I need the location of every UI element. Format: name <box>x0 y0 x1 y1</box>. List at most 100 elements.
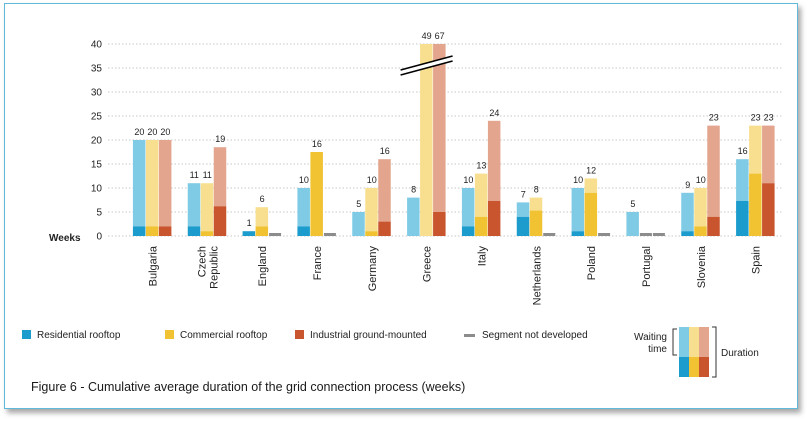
legend-key-res-base <box>679 357 689 377</box>
bar-waiting-commercial-rooftop <box>365 188 378 232</box>
legend: Residential rooftop Commercial rooftop I… <box>22 326 759 378</box>
category-label-group: Germany <box>367 246 379 292</box>
category-label: Spain <box>751 246 763 274</box>
category-label: Greece <box>422 246 434 282</box>
bar-waiting-commercial-rooftop <box>749 125 762 174</box>
category-label-group: Greece <box>422 246 434 282</box>
bar-base-industrial-ground-mounted <box>487 200 501 236</box>
data-label: 8 <box>411 185 416 195</box>
bar-waiting-industrial-ground-mounted <box>158 140 172 227</box>
bar-base-residential-rooftop <box>132 226 146 236</box>
data-label: 16 <box>738 146 748 156</box>
category-label-group: England <box>257 246 269 286</box>
bar-waiting-commercial-rooftop <box>584 178 598 193</box>
bar-base-residential-rooftop <box>461 226 475 236</box>
category-label: France <box>312 246 324 280</box>
bar-not-developed <box>269 233 282 236</box>
data-label: 7 <box>521 189 526 199</box>
category-label: Czech <box>196 246 208 277</box>
bar-base-industrial-ground-mounted <box>707 216 720 236</box>
data-label: 16 <box>380 146 390 156</box>
bar-base-industrial-ground-mounted <box>213 206 227 236</box>
legend-key-ind-wait <box>699 327 709 357</box>
category-label: Republic <box>208 246 220 289</box>
data-label: 11 <box>190 170 199 180</box>
bar-base-industrial-ground-mounted <box>378 221 391 236</box>
bar-waiting-industrial-ground-mounted <box>378 159 391 222</box>
legend-waiting-bracket <box>672 328 677 356</box>
legend-key-com-base <box>689 357 699 377</box>
y-tick-label: 15 <box>91 160 103 171</box>
legend-label-commercial: Commercial rooftop <box>180 330 268 341</box>
legend-key-ind-base <box>699 357 709 377</box>
bar-waiting-residential-rooftop <box>352 212 365 236</box>
bar-not-developed <box>639 233 652 236</box>
legend-time-label: time <box>648 344 667 355</box>
data-label: 20 <box>134 127 144 137</box>
data-label: 20 <box>147 127 157 137</box>
bar-base-industrial-ground-mounted <box>158 226 172 236</box>
legend-swatch-not-developed <box>464 334 475 337</box>
legend-key-com-wait <box>689 327 699 357</box>
legend-key-res-wait <box>679 327 689 357</box>
bar-base-commercial-rooftop <box>145 226 159 236</box>
category-label: Portugal <box>641 246 653 287</box>
data-label: 67 <box>435 31 445 41</box>
bar-waiting-commercial-rooftop <box>694 188 707 227</box>
y-tick-label: 5 <box>96 208 102 219</box>
category-label: Italy <box>476 246 488 267</box>
bar-waiting-industrial-ground-mounted <box>213 147 227 207</box>
category-label-group: Czech Republic <box>196 246 220 289</box>
category-label-group: Poland <box>586 246 598 280</box>
bar-waiting-residential-rooftop <box>626 212 639 236</box>
data-label: 12 <box>586 165 596 175</box>
data-label: 5 <box>356 199 361 209</box>
bar-waiting-residential-rooftop <box>461 188 475 227</box>
category-labels: Bulgaria Czech Republic England France German… <box>147 245 762 305</box>
data-label: 9 <box>685 180 690 190</box>
bar-not-developed <box>652 233 665 236</box>
bar-base-residential-rooftop <box>187 226 201 236</box>
data-label: 10 <box>696 175 706 185</box>
y-tick-labels: 5 10 15 20 25 30 35 40 0 <box>91 40 103 243</box>
bar-base-residential-rooftop <box>242 231 256 236</box>
bar-not-developed <box>598 233 611 236</box>
bar-waiting-residential-rooftop <box>516 202 530 217</box>
bar-waiting-commercial-rooftop <box>255 207 269 227</box>
bar-waiting-industrial-ground-mounted <box>433 44 446 212</box>
category-label: Netherlands <box>531 246 543 306</box>
y-tick-label: 35 <box>91 64 103 75</box>
category-label-group: Portugal <box>641 246 653 287</box>
category-label-group: Italy <box>476 246 488 267</box>
bar-base-commercial-rooftop <box>529 210 543 236</box>
bar-waiting-residential-rooftop <box>297 188 310 227</box>
legend-label-industrial: Industrial ground-mounted <box>310 330 427 341</box>
y-tick-label: 30 <box>91 88 103 99</box>
bar-waiting-residential-rooftop <box>571 188 585 232</box>
category-label-group: Bulgaria <box>147 245 159 286</box>
data-label: 5 <box>630 199 635 209</box>
bar-base-industrial-ground-mounted <box>433 212 446 236</box>
data-label: 19 <box>215 134 225 144</box>
data-label: 8 <box>534 185 539 195</box>
bar-not-developed <box>543 233 556 236</box>
category-label-group: Slovenia <box>696 245 708 288</box>
bars <box>132 44 775 236</box>
bar-base-commercial-rooftop <box>200 231 214 236</box>
bar-waiting-commercial-rooftop <box>420 44 433 236</box>
y-tick-label: 40 <box>91 40 103 51</box>
legend-label-not-developed: Segment not developed <box>482 330 588 341</box>
category-label: Slovenia <box>696 245 708 288</box>
data-label: 23 <box>751 113 761 123</box>
bar-waiting-residential-rooftop <box>736 159 749 201</box>
data-label: 23 <box>764 113 774 123</box>
data-label: 49 <box>422 31 432 41</box>
category-label-group: France <box>312 246 324 280</box>
bar-base-commercial-rooftop <box>310 152 323 236</box>
legend-label-residential: Residential rooftop <box>37 330 121 341</box>
bar-base-commercial-rooftop <box>365 231 378 236</box>
category-label: Poland <box>586 246 598 280</box>
bar-waiting-residential-rooftop <box>407 197 420 236</box>
y-tick-label: 10 <box>91 184 103 195</box>
